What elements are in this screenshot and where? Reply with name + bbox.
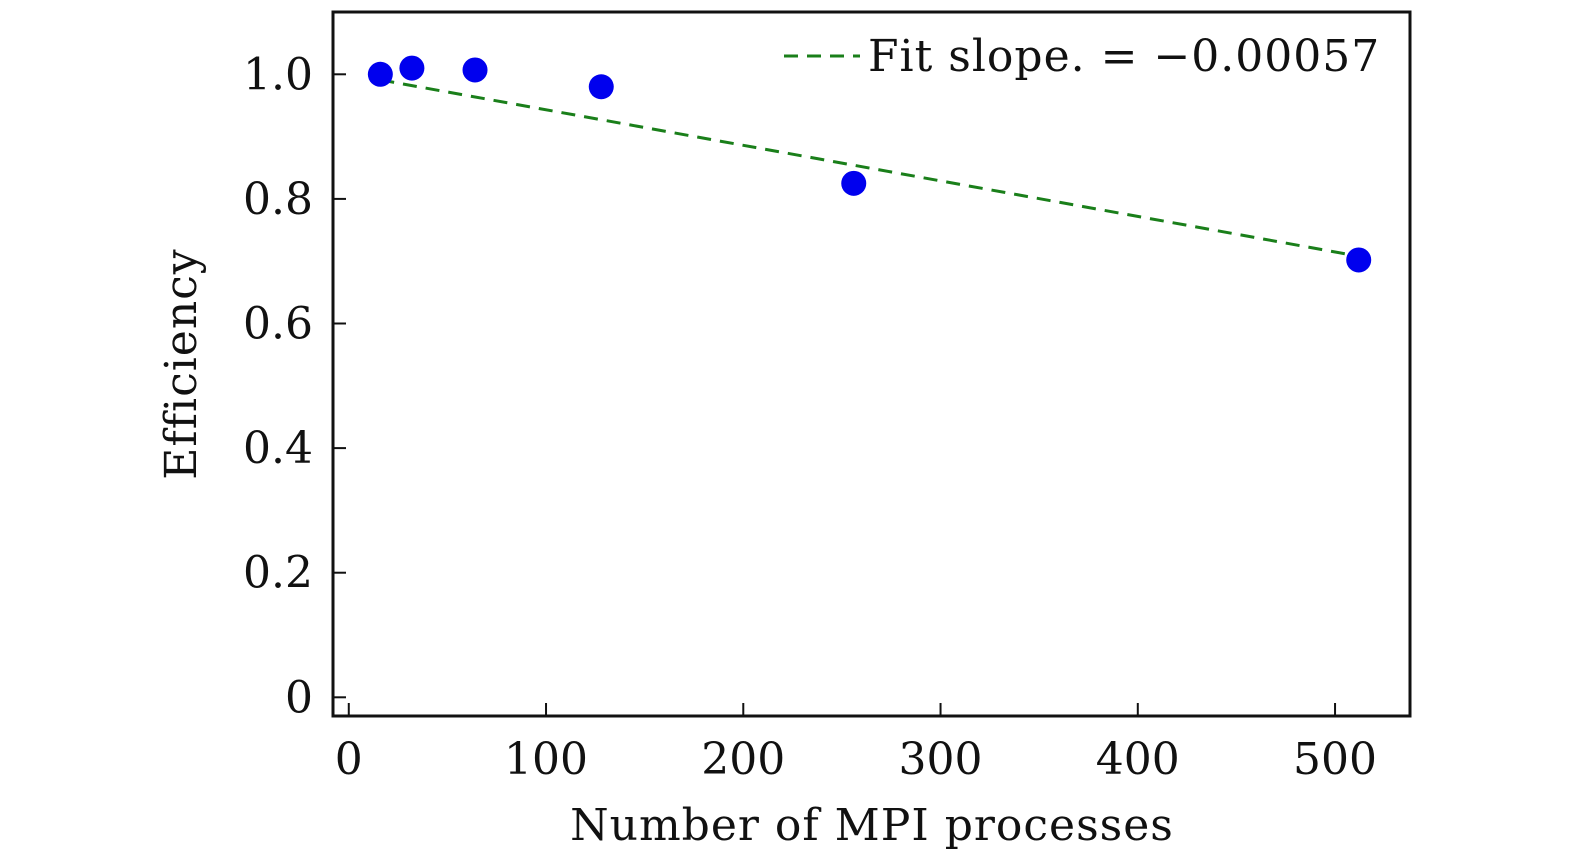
y-tick-label: 0.4 [243,423,313,474]
data-point [462,57,488,83]
x-axis-label: Number of MPI processes [570,800,1174,851]
data-point [399,55,425,81]
x-tick-label: 0 [335,734,363,785]
x-tick-label: 200 [701,734,785,785]
y-tick-label: 0 [285,672,313,723]
x-tick-label: 100 [504,734,588,785]
data-point [367,61,393,87]
x-tick-label: 500 [1293,734,1377,785]
plot-frame [331,10,1412,718]
data-point [588,74,614,100]
legend: Fit slope. = −0.00057 [784,31,1380,82]
data-points [367,55,1372,273]
y-tick-label: 0.6 [243,299,313,350]
y-tick-label: 0.2 [243,548,313,599]
x-tick-label: 400 [1096,734,1180,785]
plot-border [331,10,1412,718]
data-point [1346,247,1372,273]
y-axis-label: Efficiency [156,248,207,479]
data-point [841,170,867,196]
fit-line-layer [380,78,1359,258]
legend-label: Fit slope. = −0.00057 [868,31,1380,82]
y-axis-ticks: 0 0.2 0.4 0.6 0.8 1.0 [243,49,346,723]
x-axis-ticks: 0 100 200 300 400 500 [335,703,1377,785]
fit-line [380,78,1359,258]
y-tick-label: 1.0 [243,49,313,100]
y-tick-label: 0.8 [243,174,313,225]
x-tick-label: 300 [899,734,983,785]
